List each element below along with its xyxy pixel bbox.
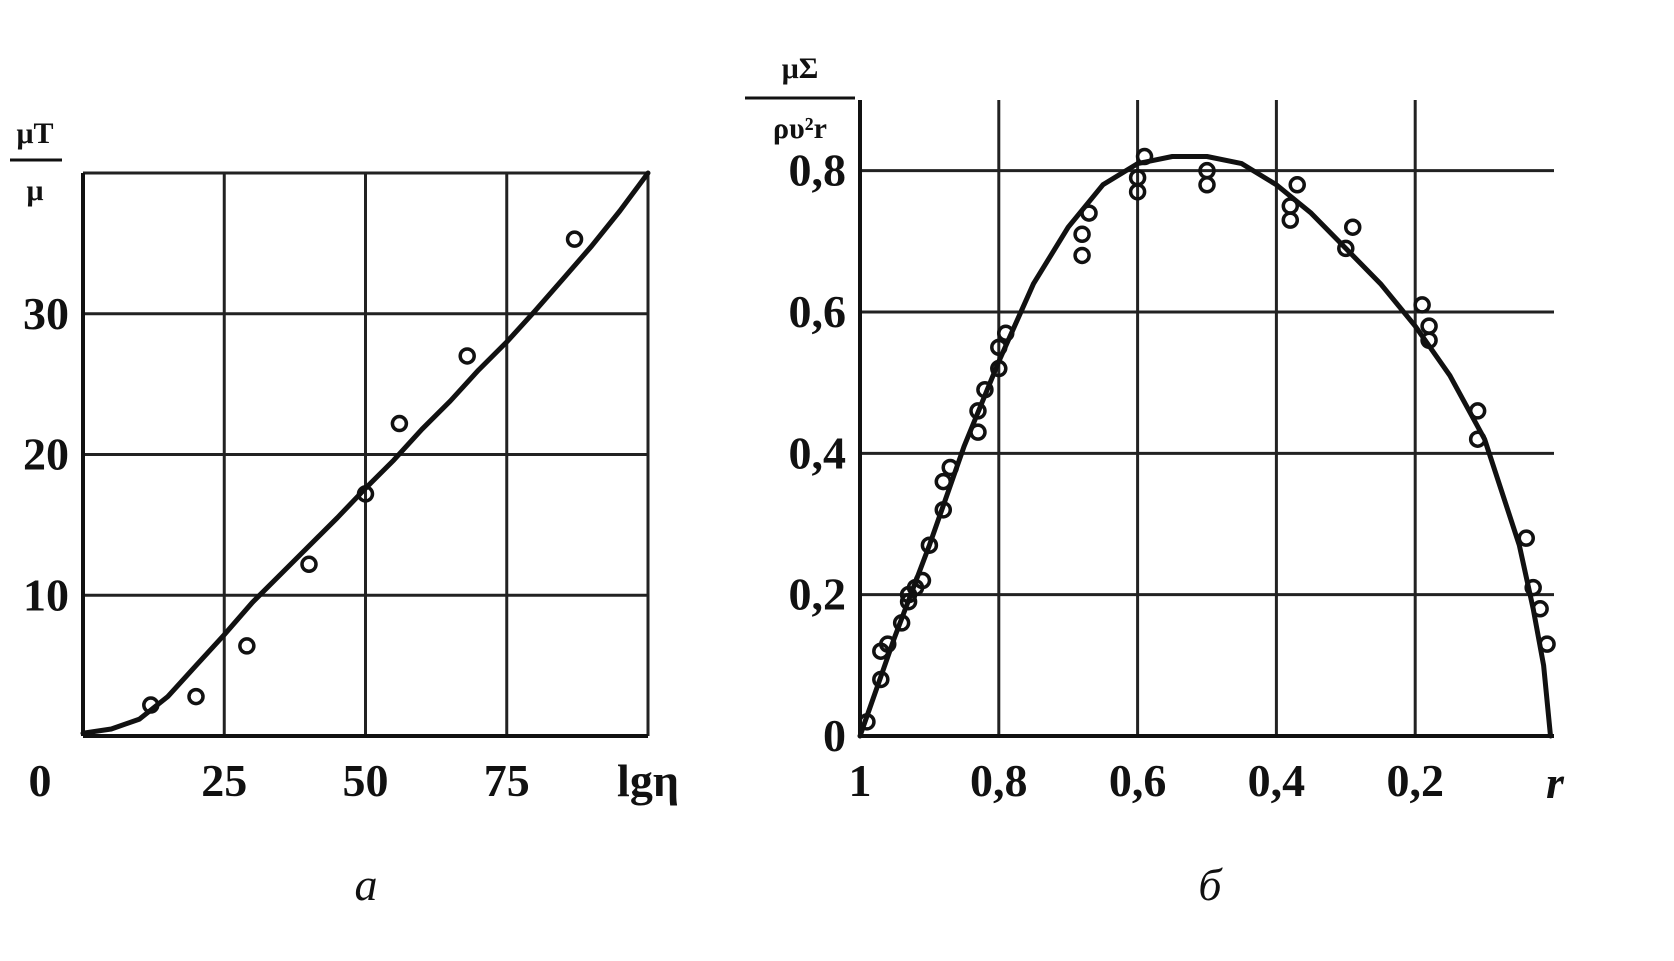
data-point (1343, 218, 1362, 236)
data-point (858, 713, 876, 731)
panel-label-a: a (355, 859, 378, 910)
y-tick-label: 20 (23, 429, 69, 480)
x-axis-label: r (1546, 757, 1565, 808)
chart-a: 10 20 30 25 50 75 μT μ 0 lgη a (10, 117, 679, 910)
data-point (996, 324, 1015, 342)
data-point (1288, 176, 1306, 194)
data-point (1281, 197, 1300, 215)
data-point (1073, 246, 1091, 265)
x-tick-label: 0,4 (1248, 755, 1306, 806)
data-point (969, 423, 987, 441)
data-point (969, 402, 987, 420)
data-point (1420, 331, 1438, 350)
y-tick-label: 0,2 (789, 569, 847, 620)
data-point (1524, 578, 1542, 597)
y-axis-label-denominator: ρυ²r (773, 112, 827, 145)
x-tick-label: 25 (201, 755, 247, 806)
data-point (892, 614, 911, 632)
data-point (238, 637, 256, 655)
data-point (934, 501, 953, 519)
data-point (990, 338, 1008, 357)
data-point (300, 555, 318, 574)
data-point (1468, 402, 1487, 420)
data-point (356, 485, 375, 503)
data-point (1281, 211, 1300, 229)
x-tick-label: 0,8 (970, 755, 1028, 806)
y-tick-label: 0,4 (789, 427, 847, 478)
data-point (1531, 600, 1549, 618)
y-tick-label: 0,8 (789, 145, 847, 196)
data-point (1080, 204, 1098, 222)
data-point (1413, 296, 1431, 314)
data-point (934, 472, 953, 491)
x-tick-label: 0,6 (1109, 755, 1167, 806)
data-point (879, 635, 897, 653)
y-tick-label: 0,6 (789, 286, 847, 337)
data-point (920, 536, 939, 554)
data-point (1198, 176, 1216, 194)
data-point (913, 571, 932, 590)
data-point (565, 230, 584, 248)
x-tick-label: 0,2 (1386, 755, 1444, 806)
data-point (390, 414, 409, 433)
data-point (990, 359, 1008, 378)
data-point (941, 458, 959, 477)
y-axis-label-denominator: μ (26, 174, 43, 207)
chart-b: 0 0,2 0,4 0,6 0,8 1 0,8 0,6 0,4 0,2 μΣ ρυ²r r б (745, 52, 1565, 910)
origin-label: 0 (29, 755, 52, 806)
y-axis-label-numerator: μΣ (782, 52, 819, 85)
data-point (187, 687, 205, 706)
y-tick-label: 30 (23, 288, 69, 339)
data-point (1517, 529, 1535, 547)
data-point (1128, 168, 1147, 187)
data-point (1538, 635, 1556, 653)
x-tick-label: 50 (343, 755, 389, 806)
data-point (899, 592, 918, 611)
y-tick-label: 0 (823, 710, 846, 761)
data-point (1135, 147, 1154, 166)
data-point (1073, 225, 1091, 244)
data-point (1198, 161, 1216, 180)
y-tick-label: 10 (23, 569, 69, 620)
x-axis-label: lgη (617, 755, 679, 806)
y-axis-label-numerator: μT (16, 117, 53, 150)
x-tick-label: 1 (849, 755, 872, 806)
data-point (976, 380, 994, 399)
data-point (1337, 239, 1355, 258)
fit-curve (857, 154, 1553, 739)
x-tick-label: 75 (484, 755, 530, 806)
data-point (458, 347, 476, 365)
data-point (872, 670, 890, 689)
data-point (142, 696, 160, 714)
panel-label-b: б (1198, 859, 1223, 910)
data-point (1468, 430, 1487, 448)
data-point (1420, 317, 1438, 335)
